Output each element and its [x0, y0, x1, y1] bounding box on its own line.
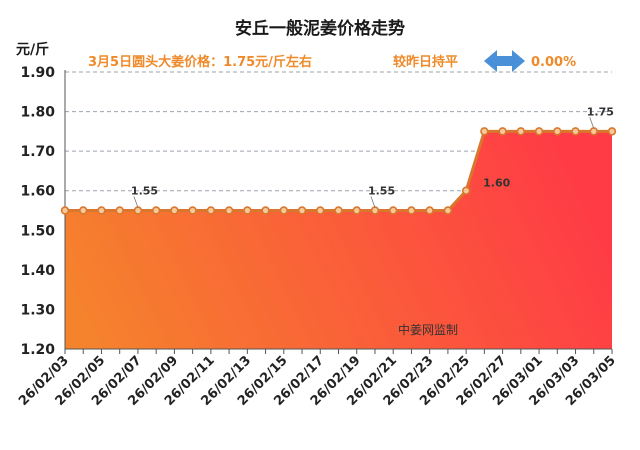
y-axis-unit: 元/斤 — [16, 41, 49, 58]
data-point — [407, 206, 416, 215]
data-point — [297, 206, 307, 215]
data-point — [589, 127, 598, 136]
y-tick-label: 1.70 — [20, 144, 55, 160]
change-percent: 0.00% — [531, 55, 576, 70]
x-tick-labels: 26/02/0326/02/0526/02/0726/02/0926/02/11… — [16, 353, 619, 409]
data-point — [516, 127, 526, 136]
data-point — [133, 206, 143, 215]
price-area — [65, 129, 612, 349]
data-label-leader — [589, 117, 595, 129]
y-tick-label: 1.60 — [20, 184, 55, 200]
data-label: 1.60 — [483, 177, 510, 190]
data-label: 1.55 — [131, 185, 158, 198]
data-point — [151, 206, 161, 215]
data-point — [115, 206, 124, 215]
data-point — [443, 206, 453, 215]
data-point — [370, 206, 380, 215]
data-labels: 1.55 1.55 1.60 1.75 — [131, 105, 614, 208]
watermark: 中姜网监制 — [398, 322, 458, 337]
data-point — [243, 206, 252, 215]
y-tick-labels: 1.20 1.30 1.40 1.50 1.60 1.70 1.80 1.90 — [20, 65, 55, 358]
data-label-leader — [370, 196, 376, 208]
y-tick-label: 1.30 — [20, 302, 55, 318]
data-point — [279, 206, 288, 215]
data-point — [334, 206, 343, 215]
data-point — [534, 127, 544, 136]
data-point — [316, 206, 325, 215]
data-point — [480, 127, 489, 136]
data-label: 1.55 — [368, 185, 395, 198]
data-point — [261, 206, 270, 215]
subtitle-price: 3月5日圆头大姜价格：1.75元/斤左右 — [88, 54, 312, 70]
data-markers — [60, 127, 617, 215]
data-point — [553, 127, 562, 136]
data-label-leader — [133, 196, 139, 208]
compare-text: 较昨日持平 — [393, 54, 458, 70]
data-point — [79, 206, 88, 215]
data-point — [389, 206, 398, 215]
left-right-arrow-icon — [484, 50, 525, 72]
area-fill — [65, 131, 612, 349]
data-point — [571, 127, 580, 136]
y-tick-label: 1.90 — [20, 65, 55, 81]
data-point — [60, 206, 70, 215]
data-point — [461, 186, 471, 195]
data-point — [607, 127, 617, 136]
data-point — [425, 206, 434, 215]
y-tick-label: 1.40 — [20, 263, 55, 279]
y-tick-label: 1.20 — [20, 342, 55, 358]
y-tick-label: 1.50 — [20, 223, 55, 239]
data-point — [170, 206, 179, 215]
y-tick-label: 1.80 — [20, 105, 55, 121]
data-point — [224, 206, 234, 215]
data-point — [97, 206, 106, 215]
data-label: 1.75 — [587, 105, 614, 118]
data-point — [498, 127, 507, 136]
data-point — [188, 206, 197, 215]
data-point — [352, 206, 361, 215]
data-point — [206, 206, 216, 215]
chart-title: 安丘一般泥姜价格走势 — [235, 18, 405, 39]
